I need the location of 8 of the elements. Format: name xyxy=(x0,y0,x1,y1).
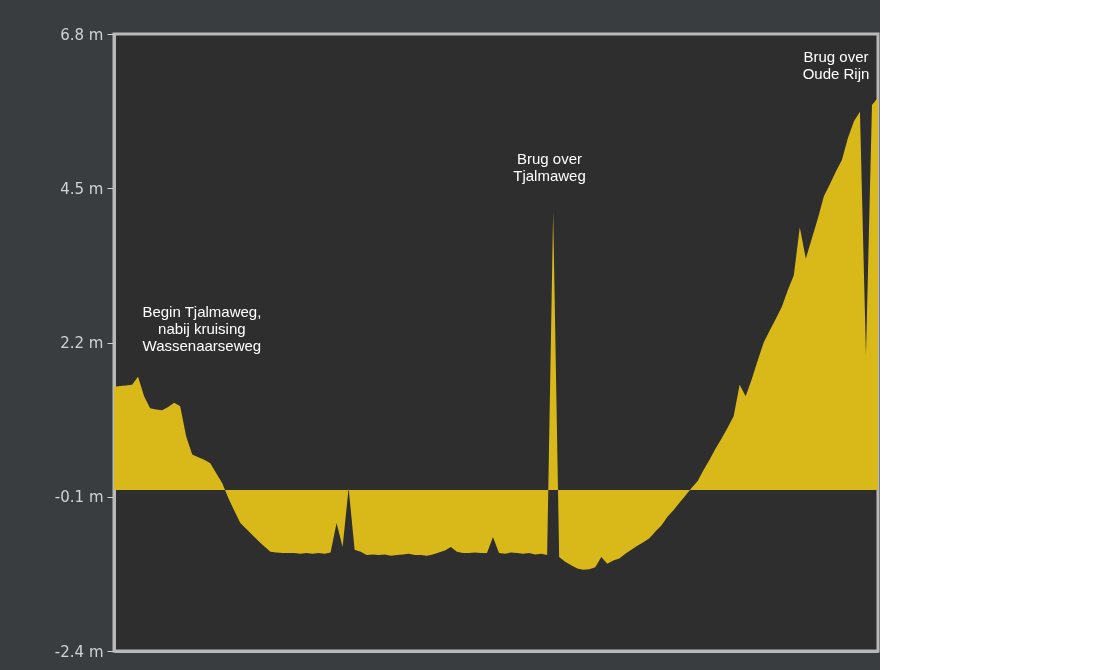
y-tick-label: -0.1 m xyxy=(54,488,104,507)
y-tick-label: 6.8 m xyxy=(60,25,104,44)
annotation: Begin Tjalmaweg, nabij kruising Wassenaarseweg xyxy=(142,303,262,354)
y-tick-label: -2.4 m xyxy=(54,642,104,661)
annotation: Brug over Oude Rijn xyxy=(802,48,870,82)
y-tick-label: 4.5 m xyxy=(60,179,104,198)
annotation: Brug over Tjalmaweg xyxy=(513,150,586,184)
y-tick-label: 2.2 m xyxy=(60,334,104,352)
